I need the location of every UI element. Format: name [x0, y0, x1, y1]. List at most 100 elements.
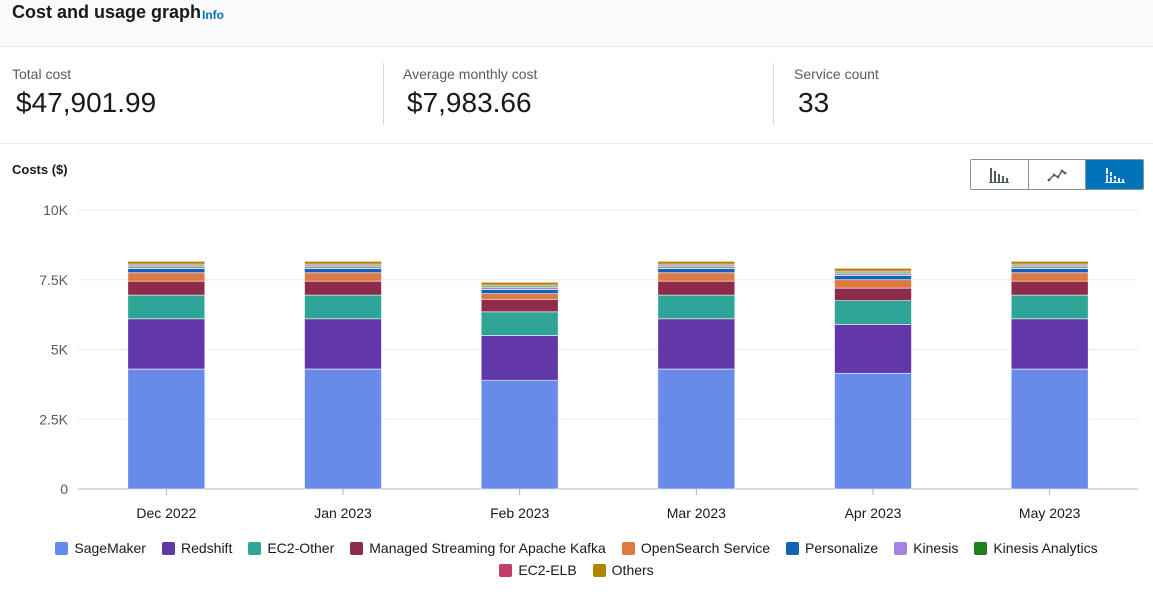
y-tick-label: 10K: [43, 202, 69, 218]
chart-type-toggle: [970, 159, 1144, 190]
bar-segment-managed-streaming-for-apache-kafka: [304, 280, 382, 296]
chart-legend: SageMaker Redshift EC2-Other Managed Stream…: [0, 540, 1153, 578]
y-tick-label: 0: [60, 481, 68, 497]
legend-item[interactable]: SageMaker: [55, 540, 146, 556]
bar-segment-opensearch-service: [480, 293, 559, 300]
bar-segment-managed-streaming-for-apache-kafka: [657, 280, 736, 296]
bar-segment-redshift: [834, 324, 912, 374]
bar-segment-sagemaker: [480, 379, 559, 490]
metric-value: 33: [798, 87, 830, 118]
bar-segment-others: [657, 261, 736, 265]
bar-segment-opensearch-service: [127, 272, 206, 282]
legend-item[interactable]: Managed Streaming for Apache Kafka: [350, 540, 606, 556]
legend-item[interactable]: Kinesis Analytics: [974, 540, 1098, 556]
metric-average-monthly-cost: Average monthly cost $7,983.66: [403, 47, 763, 143]
legend-label: EC2-Other: [267, 540, 335, 556]
legend-label: Kinesis: [913, 540, 959, 556]
legend-swatch: [894, 541, 908, 555]
bar-segment-sagemaker: [127, 368, 206, 490]
bar-segment-others: [127, 261, 206, 265]
legend-label: OpenSearch Service: [640, 540, 771, 556]
bar-segment-sagemaker: [834, 372, 912, 490]
stacked-bar-chart: 0 2.5K 5K 7.5K 10K Dec 2022 Jan 2023 Feb 2023 Ma…: [39, 202, 1138, 521]
bar-segment-ec2-other: [304, 294, 382, 320]
bar-segment-redshift: [127, 318, 206, 370]
bar-segment-personalize: [304, 268, 382, 274]
bar-segment-others: [834, 268, 912, 272]
legend-label: EC2-ELB: [518, 562, 577, 578]
legend-label: Kinesis Analytics: [993, 540, 1098, 556]
bar-segment-others: [1010, 261, 1089, 265]
summary-metrics: Total cost $47,901.99 Average monthly co…: [0, 47, 1153, 144]
bar-segment-sagemaker: [1010, 368, 1089, 490]
bar-chart-icon: [989, 167, 1010, 183]
legend-item[interactable]: EC2-Other: [248, 540, 334, 556]
legend-item[interactable]: Others: [592, 562, 654, 578]
bar-segment-redshift: [304, 318, 382, 370]
legend-label: Managed Streaming for Apache Kafka: [369, 540, 606, 556]
bar-segment-opensearch-service: [834, 279, 912, 289]
y-tick-label: 2.5K: [39, 411, 68, 427]
legend-item[interactable]: Kinesis: [894, 540, 958, 556]
bar-chart-button[interactable]: [971, 160, 1028, 189]
bar-segment-opensearch-service: [657, 272, 736, 282]
bar-segment-opensearch-service: [1010, 272, 1089, 282]
legend-item[interactable]: Redshift: [161, 540, 233, 556]
y-tick-label: 5K: [51, 342, 69, 358]
bar-segment-personalize: [480, 289, 559, 294]
x-tick-label: Feb 2023: [490, 505, 549, 521]
bar-segment-managed-streaming-for-apache-kafka: [1010, 280, 1089, 296]
bar-segment-sagemaker: [304, 368, 382, 490]
metric-value: $7,983.66: [407, 87, 532, 118]
bar-segment-managed-streaming-for-apache-kafka: [127, 280, 206, 296]
bar-segment-personalize: [127, 268, 206, 274]
panel-title: Cost and usage graph: [12, 2, 202, 22]
x-tick-label: Mar 2023: [667, 505, 726, 521]
metric-value: $47,901.99: [16, 87, 157, 118]
panel-header: Cost and usage graph Info: [0, 0, 1153, 47]
legend-swatch: [974, 541, 988, 555]
x-tick-label: Jan 2023: [314, 505, 372, 521]
bar-segment-others: [304, 261, 382, 265]
legend-swatch: [786, 541, 800, 555]
bar-segment-ec2-other: [127, 294, 206, 320]
bar-segment-managed-streaming-for-apache-kafka: [480, 298, 559, 313]
metric-divider: [773, 63, 774, 125]
bar-segment-sagemaker: [657, 368, 736, 490]
legend-label: Others: [611, 562, 654, 578]
legend-row: SageMaker Redshift EC2-Other Managed Stream…: [0, 540, 1153, 556]
metric-divider: [383, 63, 384, 125]
legend-item[interactable]: Personalize: [786, 540, 878, 556]
bar-segment-ec2-other: [480, 311, 559, 336]
legend-label: SageMaker: [74, 540, 146, 556]
bar-segment-ec2-other: [657, 294, 736, 320]
x-tick-label: Apr 2023: [845, 505, 902, 521]
legend-row: EC2-ELB Others: [0, 562, 1153, 578]
bar-segment-redshift: [1010, 318, 1089, 370]
cost-chart: 0 2.5K 5K 7.5K 10K Dec 2022 Jan 2023 Feb 2023 Ma…: [0, 195, 1153, 535]
metric-service-count: Service count 33: [794, 47, 1134, 143]
metric-label: Total cost: [12, 66, 72, 82]
bar-segment-ec2-other: [834, 300, 912, 325]
stacked-bar-chart-button[interactable]: [1085, 160, 1143, 189]
legend-swatch: [350, 541, 364, 555]
legend-swatch: [55, 541, 69, 555]
legend-label: Redshift: [180, 540, 233, 556]
metric-label: Service count: [794, 66, 879, 82]
x-tick-label: May 2023: [1019, 505, 1081, 521]
metric-label: Average monthly cost: [403, 66, 538, 82]
legend-item[interactable]: EC2-ELB: [499, 562, 577, 578]
bar-segment-personalize: [834, 275, 912, 281]
metric-total-cost: Total cost $47,901.99: [12, 47, 372, 143]
info-link[interactable]: Info: [202, 8, 224, 22]
bar-segment-redshift: [657, 318, 736, 370]
bar-segment-managed-streaming-for-apache-kafka: [834, 287, 912, 301]
x-tick-label: Dec 2022: [136, 505, 196, 521]
bar-segment-personalize: [1010, 268, 1089, 274]
bar-segment-ec2-other: [1010, 294, 1089, 320]
line-chart-button[interactable]: [1027, 160, 1086, 189]
bar-segment-opensearch-service: [304, 272, 382, 282]
line-chart-icon: [1047, 169, 1067, 181]
bar-segment-personalize: [657, 268, 736, 274]
legend-item[interactable]: OpenSearch Service: [621, 540, 771, 556]
